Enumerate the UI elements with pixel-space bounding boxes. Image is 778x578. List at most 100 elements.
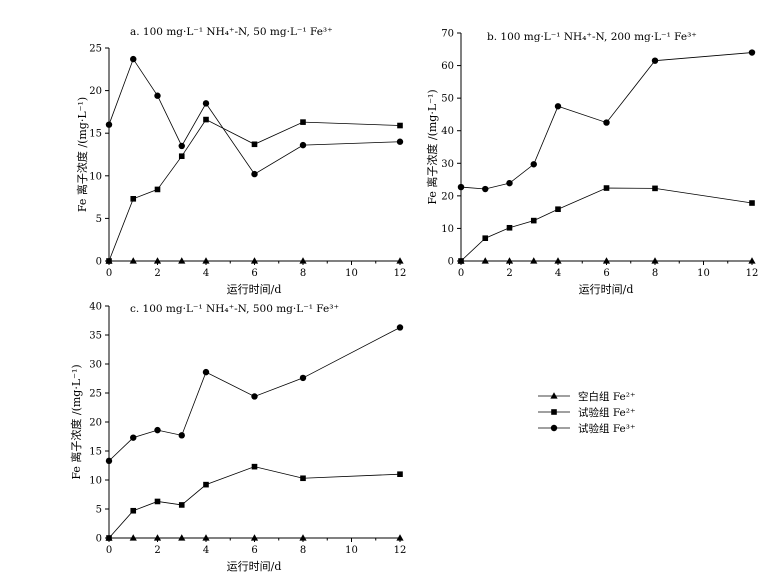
data-point xyxy=(129,257,137,264)
y-tick-label: 15 xyxy=(89,447,102,458)
series-square xyxy=(106,116,403,264)
data-point xyxy=(482,235,489,241)
y-axis-label: Fe 离子浓度 /(mg·L⁻¹) xyxy=(75,97,89,212)
data-point xyxy=(178,534,186,541)
data-point xyxy=(178,432,185,439)
x-tick-label: 4 xyxy=(203,268,209,279)
data-point xyxy=(300,475,306,482)
data-point xyxy=(202,257,210,264)
data-point xyxy=(482,185,489,193)
y-tick-label: 15 xyxy=(89,129,102,140)
x-tick-label: 10 xyxy=(345,545,358,556)
y-tick-label: 40 xyxy=(89,302,102,313)
data-point xyxy=(250,257,259,264)
y-tick-label: 10 xyxy=(89,171,102,182)
series-line xyxy=(108,466,401,539)
data-point xyxy=(300,119,306,125)
x-tick-label: 2 xyxy=(154,545,160,556)
data-point xyxy=(202,534,210,541)
data-point xyxy=(154,498,161,505)
series-circle xyxy=(457,49,756,193)
data-point xyxy=(251,393,258,400)
y-tick-label: 35 xyxy=(89,331,102,342)
legend-label: 试验组 Fe³⁺ xyxy=(578,422,636,435)
data-point xyxy=(396,138,404,145)
x-tick-label: 0 xyxy=(458,268,464,279)
x-tick-label: 2 xyxy=(506,268,512,279)
y-tick-label: 60 xyxy=(441,61,454,72)
data-point xyxy=(105,121,113,128)
data-point xyxy=(251,141,258,148)
x-tick-label: 0 xyxy=(106,545,112,556)
series-line xyxy=(460,187,753,262)
data-point xyxy=(652,185,658,192)
y-tick-label: 25 xyxy=(89,389,102,400)
x-axis-label: 运行时间/d xyxy=(227,283,282,296)
series-triangle xyxy=(105,534,404,541)
y-tick-label: 30 xyxy=(441,159,454,170)
panel-title: a. 100 mg·L⁻¹ NH₄⁺-N, 50 mg·L⁻¹ Fe³⁺ xyxy=(130,26,333,38)
chart-panel-c: 0 2 4 6 8 10 12 0 5 10 15 20 25 30 35 40 c. 100 mg·L⁻¹ N… xyxy=(69,302,406,574)
y-axis-label: Fe 离子浓度 /(mg·L⁻¹) xyxy=(425,89,439,204)
data-point xyxy=(251,463,258,470)
data-point xyxy=(203,116,209,123)
series-line xyxy=(460,52,753,190)
data-point xyxy=(130,507,137,514)
y-tick-label: 20 xyxy=(441,191,454,202)
y-tick-label: 0 xyxy=(96,257,102,268)
data-point xyxy=(299,374,307,382)
data-point xyxy=(530,161,537,168)
y-tick-label: 20 xyxy=(89,418,102,429)
data-point xyxy=(396,257,404,264)
x-tick-label: 12 xyxy=(394,268,407,279)
data-point xyxy=(299,257,307,264)
y-tick-label: 25 xyxy=(89,44,102,55)
series-line xyxy=(108,58,401,175)
data-point xyxy=(506,224,513,231)
y-tick-label: 40 xyxy=(441,126,454,137)
legend-marker xyxy=(550,424,558,432)
data-point xyxy=(106,258,112,264)
data-point xyxy=(396,534,404,541)
y-tick-label: 10 xyxy=(89,476,102,487)
x-tick-label: 8 xyxy=(300,268,306,279)
data-point xyxy=(178,502,185,508)
data-point xyxy=(105,457,113,465)
data-point xyxy=(603,119,610,126)
x-tick-label: 8 xyxy=(300,545,306,556)
data-point xyxy=(129,534,137,541)
legend-marker xyxy=(551,409,557,415)
y-tick-label: 0 xyxy=(96,534,102,545)
data-point xyxy=(530,257,538,264)
legend-marker xyxy=(550,392,558,399)
data-point xyxy=(154,426,161,434)
y-tick-label: 0 xyxy=(448,257,454,268)
x-tick-label: 12 xyxy=(394,545,407,556)
y-tick-label: 30 xyxy=(89,360,102,371)
x-tick-label: 4 xyxy=(555,268,561,279)
series-square xyxy=(106,463,403,541)
data-point xyxy=(299,534,307,541)
data-point xyxy=(202,100,210,107)
x-tick-label: 4 xyxy=(203,545,209,556)
data-point xyxy=(748,49,756,56)
data-point xyxy=(153,257,162,264)
data-point xyxy=(250,534,259,541)
data-point xyxy=(251,170,258,178)
data-point xyxy=(130,196,137,202)
legend-label: 试验组 Fe²⁺ xyxy=(578,406,636,419)
data-point xyxy=(178,257,186,264)
y-tick-label: 5 xyxy=(96,214,102,225)
chart-panel-b: 0 2 4 6 8 10 12 0 10 20 30 40 50 60 70 b. 100 mg·L⁻¹ NH… xyxy=(425,29,758,297)
x-tick-label: 10 xyxy=(697,268,710,279)
panel-title: c. 100 mg·L⁻¹ NH₄⁺-N, 500 mg·L⁻¹ Fe³⁺ xyxy=(130,303,339,315)
series-line xyxy=(108,119,401,262)
x-tick-label: 6 xyxy=(251,545,257,556)
series-line xyxy=(108,327,401,462)
data-point xyxy=(481,257,489,264)
data-point xyxy=(397,471,403,477)
series-triangle xyxy=(457,257,756,264)
data-point xyxy=(106,535,112,541)
y-tick-label: 5 xyxy=(96,505,102,516)
